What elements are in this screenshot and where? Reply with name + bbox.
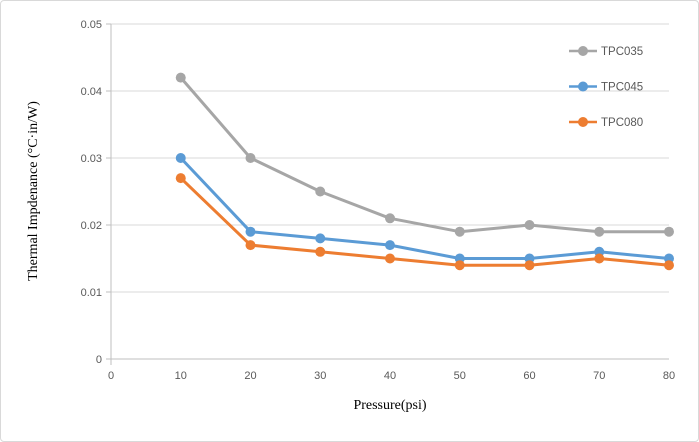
x-tick-label: 70 (593, 370, 605, 382)
x-tick-label: 20 (244, 370, 256, 382)
legend-marker-dot (578, 117, 588, 127)
data-point-TPC035 (524, 220, 535, 230)
x-tick-label: 10 (175, 370, 187, 382)
data-point-TPC080 (245, 240, 256, 251)
y-tick-label: 0.03 (81, 153, 102, 165)
data-point-TPC035 (664, 226, 674, 237)
series-line-TPC080 (179, 176, 671, 267)
data-point-TPC035 (594, 226, 605, 237)
legend-label: TPC080 (601, 117, 643, 129)
y-tick-label: 0 (96, 354, 102, 366)
legend-marker-dot (578, 81, 588, 92)
series-line-TPC035 (179, 76, 671, 234)
legend-label: TPC045 (601, 82, 643, 94)
x-tick-label: 60 (523, 370, 535, 382)
legend-marker-dot (578, 46, 588, 56)
data-point-TPC080 (385, 253, 395, 264)
y-tick-label: 0.01 (81, 287, 102, 299)
x-tick-label: 0 (108, 370, 114, 382)
data-point-TPC045 (385, 240, 395, 251)
data-point-TPC035 (385, 213, 395, 224)
x-tick-label: 50 (454, 370, 466, 382)
data-point-TPC045 (245, 226, 256, 237)
x-tick-label: 40 (384, 370, 396, 382)
y-tick-label: 0.02 (81, 220, 102, 232)
x-tick-label: 80 (663, 370, 675, 382)
data-point-TPC045 (315, 233, 326, 244)
data-point-TPC080 (175, 173, 186, 184)
data-point-TPC035 (315, 186, 326, 197)
data-point-TPC080 (664, 260, 674, 271)
data-point-TPC035 (175, 72, 186, 83)
x-tick-label: 30 (314, 370, 326, 382)
data-point-TPC035 (245, 153, 256, 163)
y-tick-label: 0.05 (81, 19, 102, 31)
data-point-TPC080 (594, 253, 605, 264)
y-tick-label: 0.04 (81, 86, 102, 98)
legend-label: TPC035 (601, 46, 643, 58)
data-point-TPC035 (454, 226, 465, 237)
data-point-TPC080 (524, 260, 535, 271)
data-point-TPC080 (315, 246, 326, 257)
data-point-TPC045 (175, 153, 186, 163)
series-line-TPC045 (179, 156, 671, 260)
data-point-TPC080 (454, 260, 465, 271)
